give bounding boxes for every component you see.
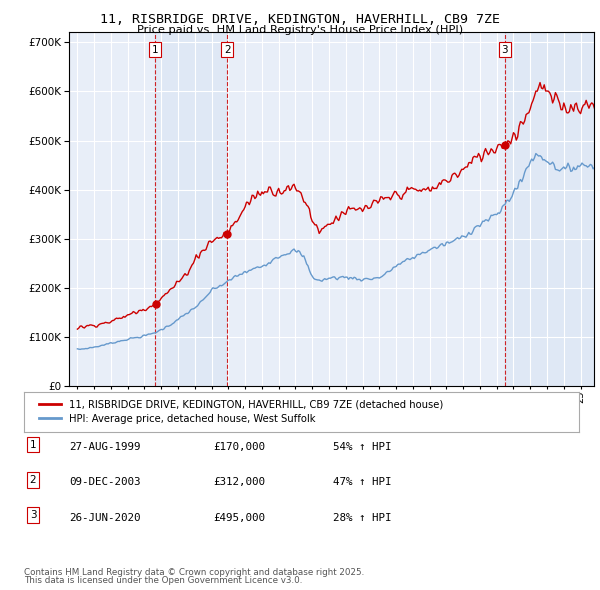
Text: 27-AUG-1999: 27-AUG-1999 — [69, 442, 140, 452]
Legend: 11, RISBRIDGE DRIVE, KEDINGTON, HAVERHILL, CB9 7ZE (detached house), HPI: Averag: 11, RISBRIDGE DRIVE, KEDINGTON, HAVERHIL… — [34, 394, 449, 430]
Bar — [505, 32, 594, 386]
Text: £495,000: £495,000 — [213, 513, 265, 523]
Text: Contains HM Land Registry data © Crown copyright and database right 2025.: Contains HM Land Registry data © Crown c… — [24, 568, 364, 577]
Text: 3: 3 — [29, 510, 37, 520]
Text: Price paid vs. HM Land Registry's House Price Index (HPI): Price paid vs. HM Land Registry's House … — [137, 25, 463, 35]
Bar — [155, 32, 227, 386]
Text: 3: 3 — [502, 45, 508, 55]
Text: 54% ↑ HPI: 54% ↑ HPI — [333, 442, 392, 452]
Text: 47% ↑ HPI: 47% ↑ HPI — [333, 477, 392, 487]
Text: 26-JUN-2020: 26-JUN-2020 — [69, 513, 140, 523]
Text: 1: 1 — [29, 440, 37, 450]
Text: 2: 2 — [224, 45, 230, 55]
Text: 2: 2 — [29, 475, 37, 485]
Text: 09-DEC-2003: 09-DEC-2003 — [69, 477, 140, 487]
Text: £170,000: £170,000 — [213, 442, 265, 452]
Text: 28% ↑ HPI: 28% ↑ HPI — [333, 513, 392, 523]
Text: This data is licensed under the Open Government Licence v3.0.: This data is licensed under the Open Gov… — [24, 576, 302, 585]
Text: 11, RISBRIDGE DRIVE, KEDINGTON, HAVERHILL, CB9 7ZE: 11, RISBRIDGE DRIVE, KEDINGTON, HAVERHIL… — [100, 13, 500, 26]
Text: 1: 1 — [152, 45, 158, 55]
Text: £312,000: £312,000 — [213, 477, 265, 487]
